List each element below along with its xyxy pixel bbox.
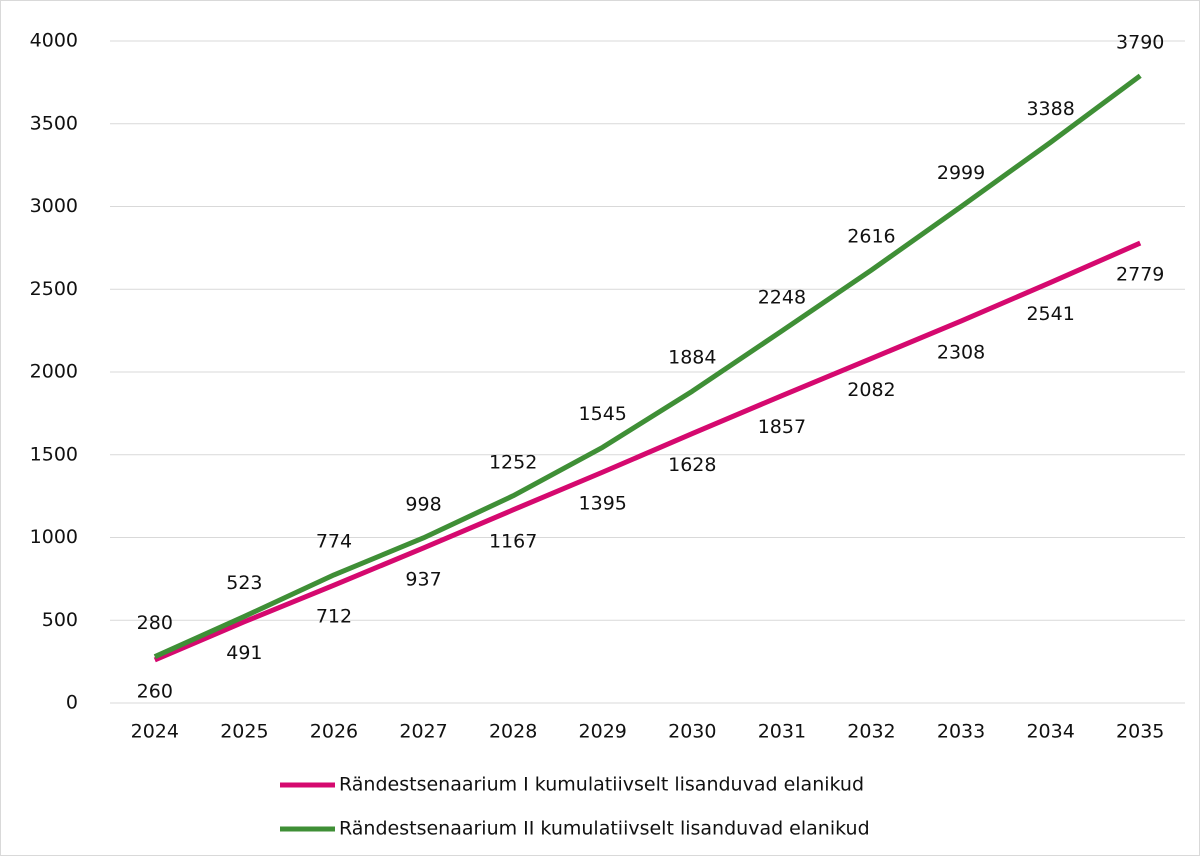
data-label: 1628: [668, 454, 716, 476]
data-label: 3388: [1026, 98, 1074, 120]
y-tick-label: 0: [66, 692, 78, 714]
data-label: 2999: [937, 162, 985, 184]
x-tick-label: 2026: [310, 721, 358, 743]
x-tick-label: 2033: [937, 721, 985, 743]
y-tick-label: 3000: [30, 195, 78, 217]
series-line: [153, 240, 1142, 663]
legend-label: Rändestsenaarium I kumulatiivselt lisand…: [339, 774, 864, 796]
x-tick-label: 2025: [220, 721, 268, 743]
y-tick-label: 3500: [30, 112, 78, 134]
data-label: 260: [137, 680, 173, 702]
y-tick-label: 500: [42, 609, 78, 631]
data-label: 2308: [937, 342, 985, 364]
data-label: 1857: [758, 416, 806, 438]
data-label: 1395: [579, 493, 627, 515]
x-tick-label: 2027: [399, 721, 447, 743]
legend-label: Rändestsenaarium II kumulatiivselt lisan…: [339, 818, 870, 840]
data-label: 2616: [847, 226, 895, 248]
data-label: 1545: [579, 403, 627, 425]
x-tick-label: 2024: [131, 721, 179, 743]
data-label: 2082: [847, 379, 895, 401]
x-tick-label: 2031: [758, 721, 806, 743]
data-label: 1884: [668, 347, 716, 369]
data-label: 1252: [489, 451, 537, 473]
x-tick-label: 2034: [1026, 721, 1074, 743]
y-tick-label: 1500: [30, 443, 78, 465]
data-label: 491: [226, 642, 262, 664]
x-tick-label: 2028: [489, 721, 537, 743]
data-label: 523: [226, 572, 262, 594]
series-line: [153, 73, 1142, 659]
data-label: 2779: [1116, 264, 1164, 286]
x-tick-label: 2035: [1116, 721, 1164, 743]
x-tick-label: 2029: [579, 721, 627, 743]
x-tick-label: 2030: [668, 721, 716, 743]
y-tick-label: 1000: [30, 526, 78, 548]
data-label: 712: [316, 606, 352, 628]
data-label: 998: [405, 493, 441, 515]
data-label: 774: [316, 530, 352, 552]
data-label: 1167: [489, 530, 537, 552]
data-label: 280: [137, 612, 173, 634]
data-label: 3790: [1116, 31, 1164, 53]
data-label: 2541: [1026, 303, 1074, 325]
y-tick-label: 2500: [30, 278, 78, 300]
y-tick-label: 4000: [30, 30, 78, 52]
y-tick-label: 2000: [30, 361, 78, 383]
data-label: 2248: [758, 286, 806, 308]
x-tick-label: 2032: [847, 721, 895, 743]
data-label: 937: [405, 568, 441, 590]
